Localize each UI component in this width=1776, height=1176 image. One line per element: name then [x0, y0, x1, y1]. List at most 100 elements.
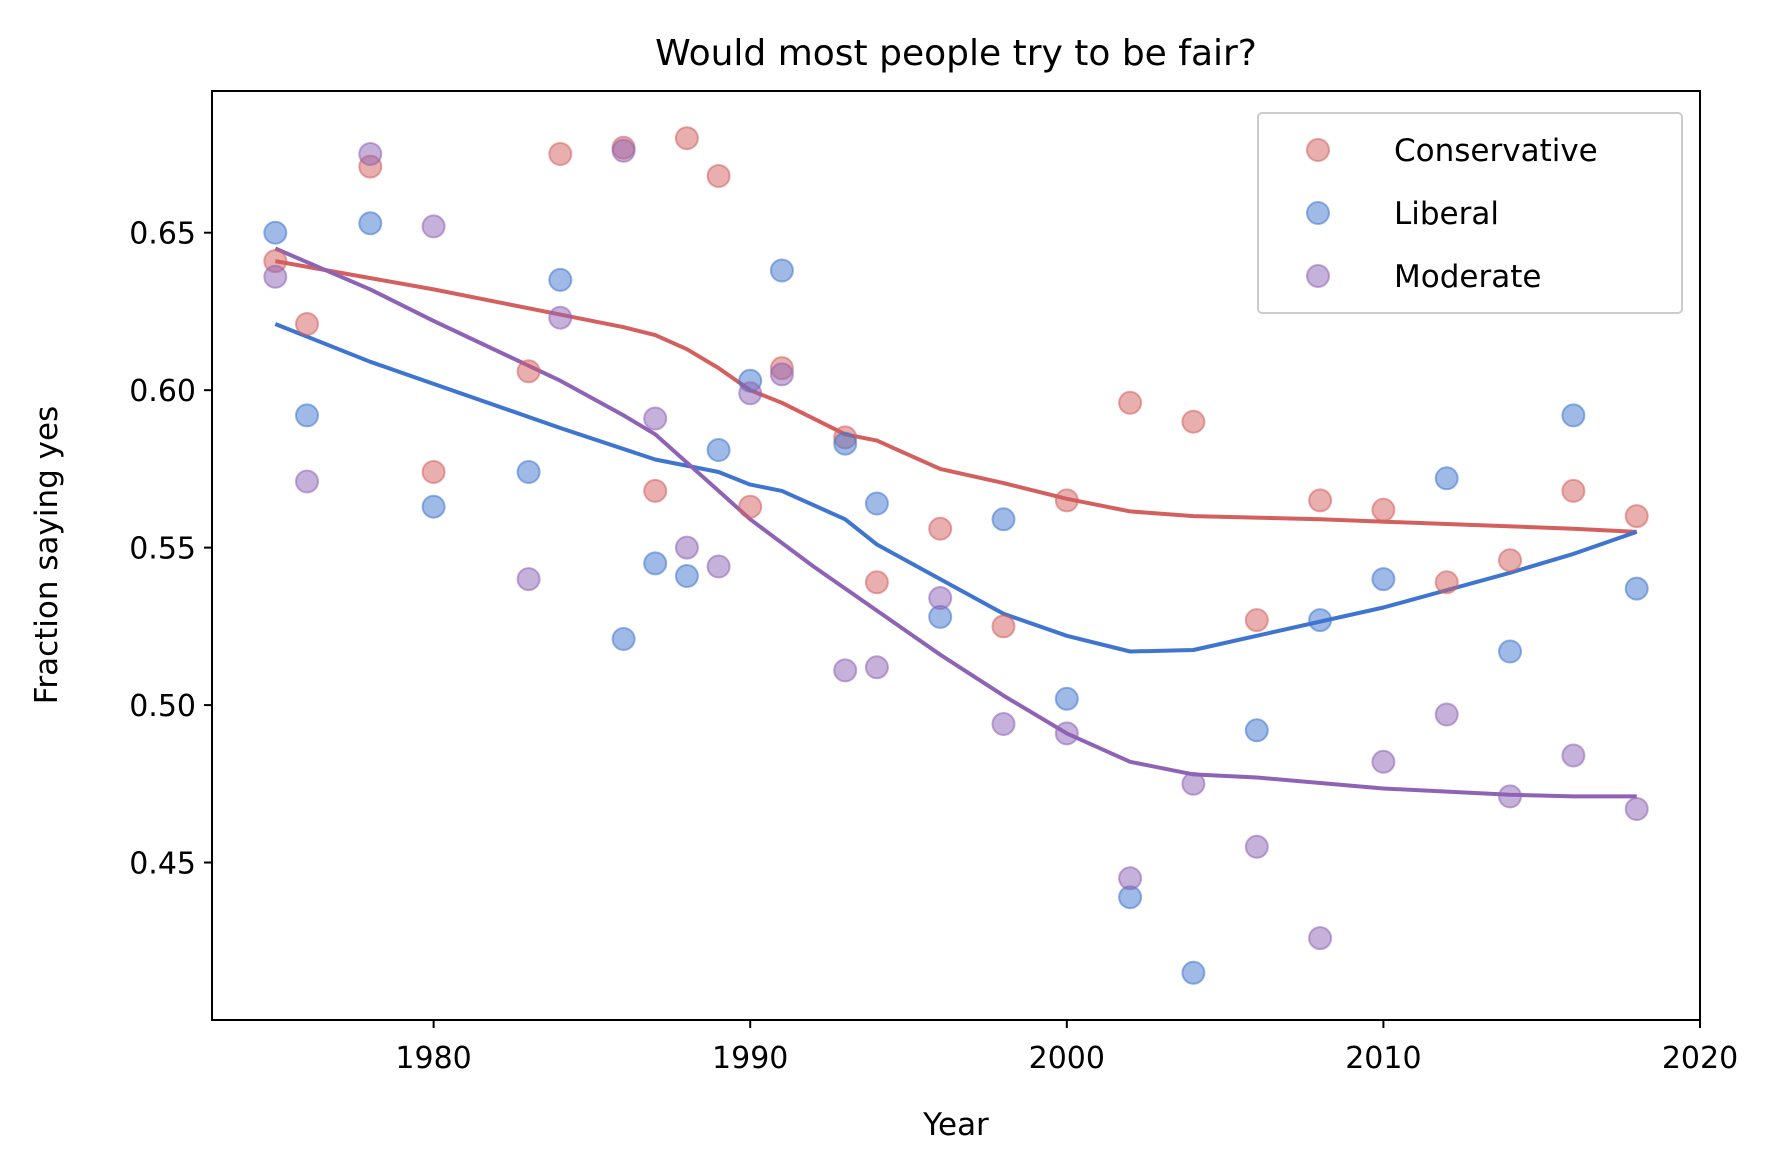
- conservative-point: [1624, 504, 1649, 529]
- moderate-point: [1434, 702, 1459, 727]
- conservative-point: [421, 460, 446, 484]
- legend-frame: [1257, 112, 1683, 314]
- conservative-point: [674, 126, 699, 151]
- y-tick-label: 0.60: [129, 374, 196, 409]
- data-points: [263, 126, 1649, 985]
- conservative-point: [1118, 390, 1143, 415]
- legend-marker-moderate: [1306, 264, 1330, 288]
- legend-label-conservative: Conservative: [1394, 133, 1598, 169]
- moderate-point: [738, 381, 763, 406]
- x-axis-ticks: 1980 1990 2000 2010 2020: [395, 1020, 1738, 1076]
- conservative-point: [1561, 478, 1586, 503]
- conservative-point: [1054, 488, 1079, 513]
- plot-frame: [211, 90, 1701, 1021]
- liberal-point: [1244, 718, 1269, 743]
- moderate-trend-line: [274, 246, 1637, 799]
- liberal-point: [548, 267, 573, 292]
- conservative-point: [1181, 409, 1206, 434]
- legend-label-moderate: Moderate: [1394, 259, 1541, 295]
- conservative-point: [1434, 570, 1459, 595]
- legend-marker-conservative: [1306, 138, 1330, 162]
- conservative-point: [864, 570, 889, 595]
- moderate-point: [1624, 797, 1649, 821]
- conservative-point: [1498, 548, 1522, 573]
- y-tick-label: 0.45: [129, 847, 196, 882]
- conservative-point: [1371, 497, 1396, 522]
- moderate-point: [706, 554, 731, 579]
- liberal-point: [1308, 608, 1333, 633]
- liberal-point: [1498, 639, 1522, 664]
- conservative-point: [738, 494, 763, 519]
- moderate-point: [1054, 721, 1079, 746]
- conservative-point: [548, 142, 573, 166]
- liberal-point: [1434, 466, 1459, 491]
- trend-lines: [274, 246, 1638, 799]
- y-tick-label: 0.50: [129, 689, 196, 724]
- moderate-point: [864, 655, 889, 680]
- y-axis-label: Fraction saying yes: [29, 406, 65, 704]
- liberal-point: [991, 507, 1016, 532]
- liberal-point: [674, 564, 699, 588]
- conservative-point: [643, 478, 668, 503]
- liberal-point: [1561, 403, 1586, 428]
- moderate-point: [548, 305, 573, 330]
- liberal-point: [611, 627, 636, 651]
- moderate-point: [1371, 749, 1396, 774]
- liberal-point: [1054, 686, 1079, 711]
- legend-label-liberal: Liberal: [1394, 196, 1499, 232]
- liberal-point: [358, 211, 383, 236]
- moderate-point: [643, 406, 668, 431]
- liberal-point: [864, 491, 889, 516]
- chart-title: Would most people try to be fair?: [655, 33, 1257, 74]
- liberal-point: [1624, 576, 1649, 601]
- liberal-trend-line: [274, 322, 1638, 654]
- moderate-point: [263, 264, 288, 289]
- conservative-point: [1244, 608, 1269, 633]
- moderate-point: [358, 142, 383, 166]
- moderate-point: [421, 214, 446, 239]
- y-tick-label: 0.55: [129, 532, 196, 567]
- moderate-point: [1561, 743, 1586, 768]
- liberal-point: [421, 494, 446, 519]
- conservative-point: [706, 164, 731, 188]
- x-tick-label: 2010: [1345, 1041, 1421, 1076]
- legend-entries: Conservative Liberal Moderate: [1306, 133, 1598, 295]
- conservative-point: [295, 312, 319, 336]
- conservative-trend-line: [274, 259, 1637, 534]
- moderate-point: [295, 469, 319, 494]
- conservative-point: [928, 516, 953, 541]
- legend: Conservative Liberal Moderate: [1257, 112, 1683, 314]
- conservative-point: [516, 359, 541, 384]
- moderate-point: [1308, 926, 1333, 951]
- conservative-point: [1308, 488, 1333, 513]
- moderate-point: [928, 586, 953, 610]
- liberal-point: [833, 431, 858, 456]
- x-tick-label: 1980: [395, 1041, 471, 1076]
- moderate-point: [674, 535, 699, 560]
- moderate-point: [769, 362, 794, 387]
- x-tick-label: 2020: [1662, 1041, 1738, 1076]
- y-axis-ticks: 0.45 0.50 0.55 0.60 0.65: [129, 217, 212, 882]
- moderate-point: [833, 658, 858, 683]
- moderate-point: [1244, 834, 1269, 859]
- liberal-point: [263, 220, 288, 245]
- liberal-point: [1181, 960, 1206, 985]
- moderate-point: [1181, 771, 1206, 796]
- moderate-point: [1118, 866, 1143, 891]
- moderate-point: [1498, 784, 1522, 809]
- liberal-point: [295, 403, 319, 428]
- moderate-point: [991, 712, 1016, 736]
- liberal-point: [769, 258, 794, 283]
- moderate-point: [516, 567, 541, 592]
- legend-marker-liberal: [1306, 201, 1330, 225]
- conservative-point: [991, 614, 1016, 639]
- x-tick-label: 1990: [712, 1041, 788, 1076]
- moderate-point: [611, 138, 636, 163]
- x-axis-label: Year: [922, 1107, 989, 1143]
- liberal-point: [643, 551, 668, 576]
- y-tick-label: 0.65: [129, 217, 196, 252]
- liberal-point: [516, 460, 541, 484]
- x-tick-label: 2000: [1029, 1041, 1105, 1076]
- liberal-point: [706, 438, 731, 462]
